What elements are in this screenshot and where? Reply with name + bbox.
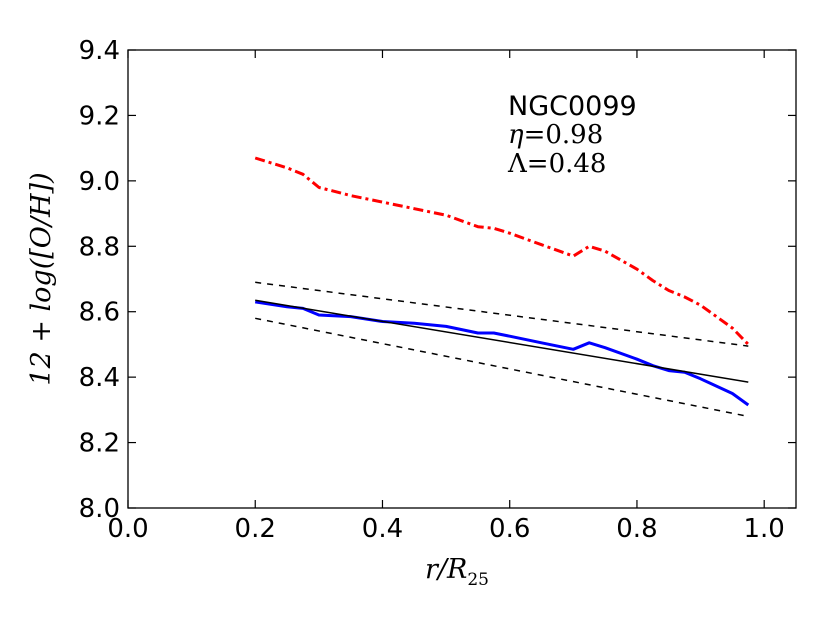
lambda-value: =0.48 bbox=[527, 149, 607, 179]
x-axis-label-main: r/R bbox=[425, 554, 467, 585]
series-line-profile bbox=[254, 300, 750, 407]
y-tick-label: 8.2 bbox=[79, 429, 120, 459]
eta-symbol: η bbox=[508, 120, 524, 150]
y-axis: 8.0 8.2 8.4 8.6 8.8 9.0 9.2 9.4 bbox=[79, 36, 796, 524]
galaxy-name: NGC0099 bbox=[508, 91, 637, 122]
series-line-red-dashdot bbox=[254, 156, 750, 346]
y-tick-label: 8.4 bbox=[79, 363, 120, 393]
y-tick-label: 9.4 bbox=[79, 36, 120, 66]
x-axis-label: r/R25 bbox=[425, 554, 489, 590]
y-tick-label: 9.0 bbox=[79, 167, 120, 197]
y-axis-label: 12 + log([O/H]) bbox=[26, 172, 57, 385]
y-tick-label: 8.8 bbox=[79, 232, 120, 262]
x-tick-label: 0.4 bbox=[362, 514, 403, 544]
plot-area bbox=[128, 50, 796, 508]
y-tick-label: 9.2 bbox=[79, 101, 120, 131]
x-tick-label: 1.0 bbox=[744, 514, 785, 544]
eta-annotation: η=0.98 bbox=[508, 120, 603, 150]
plot-frame bbox=[127, 49, 797, 509]
x-tick-label: 0.2 bbox=[235, 514, 276, 544]
series-line-fit bbox=[255, 299, 749, 383]
series-layer bbox=[254, 156, 750, 418]
lambda-symbol: Λ bbox=[507, 149, 528, 179]
y-tick-label: 8.0 bbox=[79, 494, 120, 524]
x-tick-label: 0.0 bbox=[107, 514, 148, 544]
y-tick-label: 8.6 bbox=[79, 298, 120, 328]
eta-value: =0.98 bbox=[524, 120, 604, 150]
lambda-annotation: Λ=0.48 bbox=[507, 149, 606, 179]
x-axis-label-subscript: 25 bbox=[467, 570, 489, 590]
x-axis: 0.0 0.2 0.4 0.6 0.8 1.0 bbox=[107, 50, 785, 544]
x-tick-label: 0.6 bbox=[489, 514, 530, 544]
x-tick-label: 0.8 bbox=[616, 514, 657, 544]
